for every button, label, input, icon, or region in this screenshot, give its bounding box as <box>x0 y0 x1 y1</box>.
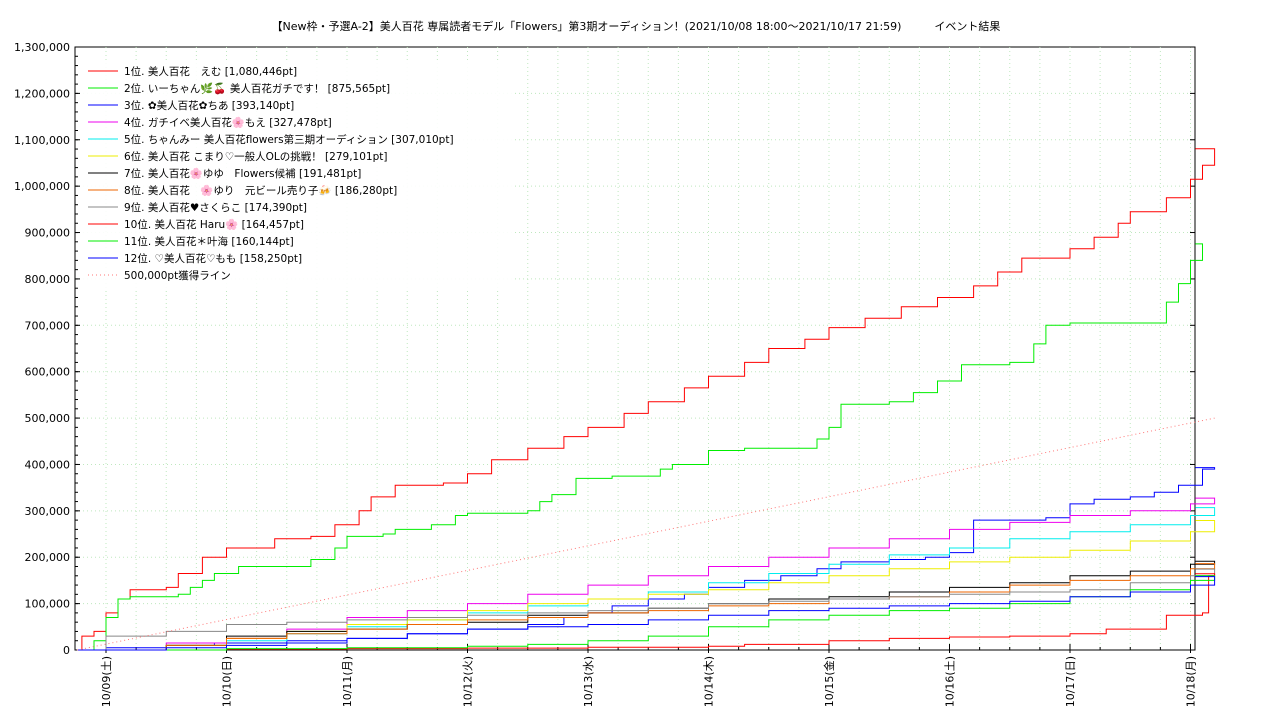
x-tick-label: 10/12(火) <box>462 656 475 707</box>
y-tick-label: 0 <box>63 644 70 657</box>
x-tick-label: 10/17(日) <box>1064 656 1077 707</box>
y-tick-label: 100,000 <box>25 598 71 611</box>
legend-label: 4位. ガチイベ美人百花🌸もえ [327,478pt] <box>124 116 332 129</box>
y-tick-label: 900,000 <box>25 227 71 240</box>
series-line-10 <box>77 573 1216 651</box>
y-tick-label: 1,100,000 <box>14 134 70 147</box>
x-tick-label: 10/18(月) <box>1185 656 1198 707</box>
series-line-12 <box>77 576 1216 651</box>
legend-label: 1位. 美人百花 えむ [1,080,446pt] <box>124 65 297 78</box>
series-line-1 <box>77 148 1216 651</box>
y-tick-label: 1,200,000 <box>14 87 70 100</box>
y-tick-label: 1,300,000 <box>14 41 70 54</box>
x-tick-label: 10/09(土) <box>100 656 113 707</box>
legend-label: 12位. ♡美人百花♡もも [158,250pt] <box>124 252 302 265</box>
x-tick-label: 10/14(木) <box>703 656 716 707</box>
y-tick-label: 600,000 <box>25 366 71 379</box>
legend-label: 7位. 美人百花🌸ゆゆ Flowers候補 [191,481pt] <box>124 167 361 180</box>
legend-label: 3位. ✿美人百花✿ちあ [393,140pt] <box>124 99 294 112</box>
y-tick-label: 200,000 <box>25 551 71 564</box>
x-tick-label: 10/10(日) <box>221 656 234 707</box>
legend-label: 11位. 美人百花＊叶海 [160,144pt] <box>124 235 294 248</box>
plot-frame <box>74 46 1196 651</box>
legend-label: 9位. 美人百花♥さくらこ [174,390pt] <box>124 201 307 214</box>
series-line-3 <box>77 467 1216 651</box>
x-tick-label: 10/13(水) <box>582 656 595 707</box>
legend-label: 6位. 美人百花 こまり♡一般人OLの挑戦！ [279,101pt] <box>124 150 387 163</box>
y-axis: 0 100,000 200,000 300,000 400,000 500,000 600,… <box>14 41 1195 657</box>
y-tick-label: 500,000 <box>25 412 71 425</box>
series-line-9 <box>77 568 1216 651</box>
legend-label: 5位. ちゃんみー 美人百花flowers第三期オーディション [307,010… <box>124 133 454 146</box>
y-tick-label: 800,000 <box>25 273 71 286</box>
x-tick-label: 10/16(土) <box>944 656 957 707</box>
legend: 1位. 美人百花 えむ [1,080,446pt] 2位. いーちゃん🌿🍒 美人百… <box>88 65 454 282</box>
series-line-5 <box>77 507 1216 651</box>
y-tick-label: 1,000,000 <box>14 180 70 193</box>
legend-background <box>80 60 512 288</box>
series-line-13 <box>77 417 1215 651</box>
grid-lines <box>75 47 1195 650</box>
y-tick-label: 300,000 <box>25 505 71 518</box>
y-tick-label: 700,000 <box>25 319 71 332</box>
x-axis: 10/09(土) 10/10(日) 10/11(月) 10/12(火) 10/13(水)… <box>100 644 1198 707</box>
legend-label: 8位. 美人百花 🌸ゆり 元ビール売り子🍻 [186,280pt] <box>124 184 397 197</box>
series-lines <box>77 148 1216 651</box>
series-line-8 <box>77 563 1216 651</box>
legend-label: 500,000pt獲得ライン <box>124 269 231 282</box>
chart-title: 【New枠・予選A-2】美人百花 専属読者モデル「Flowers」第3期オーディ… <box>272 19 1001 33</box>
series-line-2 <box>77 243 1203 651</box>
x-tick-label: 10/15(金) <box>822 656 836 707</box>
legend-label: 2位. いーちゃん🌿🍒 美人百花ガチです！ [875,565pt] <box>124 82 390 95</box>
series-line-4 <box>77 497 1216 651</box>
y-tick-label: 400,000 <box>25 458 71 471</box>
x-tick-label: 10/11(月) <box>341 656 354 707</box>
legend-label: 10位. 美人百花 Haru🌸 [164,457pt] <box>124 218 304 231</box>
